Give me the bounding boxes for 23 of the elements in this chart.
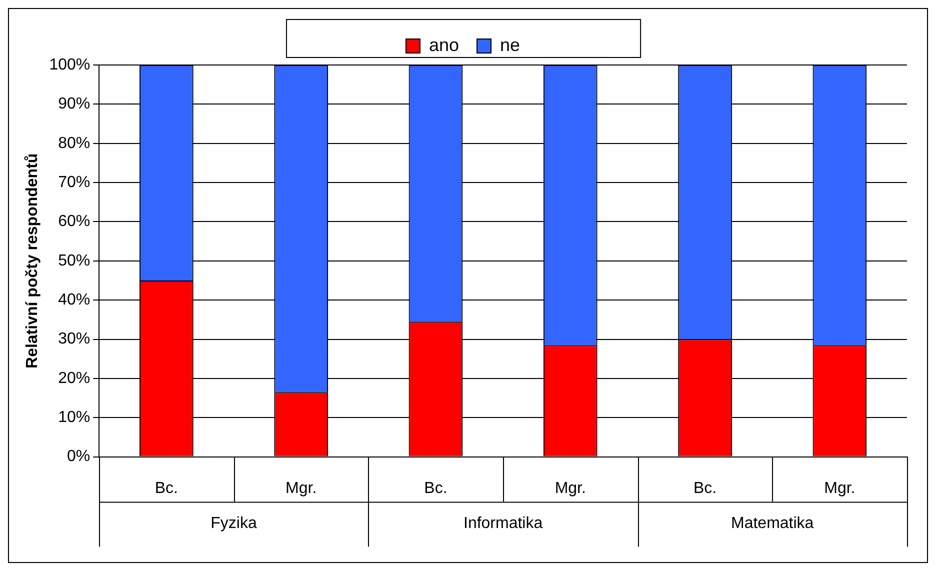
text: Informatika xyxy=(463,515,543,532)
x-tick-label: Bc. xyxy=(693,480,717,497)
y-tick-label: 80% xyxy=(58,134,90,152)
x-tick-label: Mgr. xyxy=(554,480,586,497)
y-tick-label: 60% xyxy=(58,213,90,230)
y-tick-label: 70% xyxy=(58,174,90,191)
y-tick-label: 40% xyxy=(58,291,90,308)
text: Fyzika xyxy=(210,515,257,532)
legend-label: ano xyxy=(428,34,460,55)
y-tick-label: 100% xyxy=(49,56,90,74)
y-axis-title: Relativní počty respondentů xyxy=(24,153,42,368)
x-tick-label: Bc. xyxy=(154,480,178,497)
y-tick-label: 90% xyxy=(58,96,90,113)
x-tick-label: Bc. xyxy=(424,480,448,497)
text: Matematika xyxy=(731,515,814,532)
x-tick-label: Mgr. xyxy=(286,480,317,497)
legend-label: ne xyxy=(500,34,520,55)
y-tick-label: 20% xyxy=(58,370,90,387)
y-tick-label: 50% xyxy=(58,252,90,270)
y-tick-label: 30% xyxy=(58,330,90,348)
y-tick-label: 0% xyxy=(66,448,90,466)
y-tick-label: 10% xyxy=(58,409,90,426)
x-tick-label: Mgr. xyxy=(824,480,856,497)
